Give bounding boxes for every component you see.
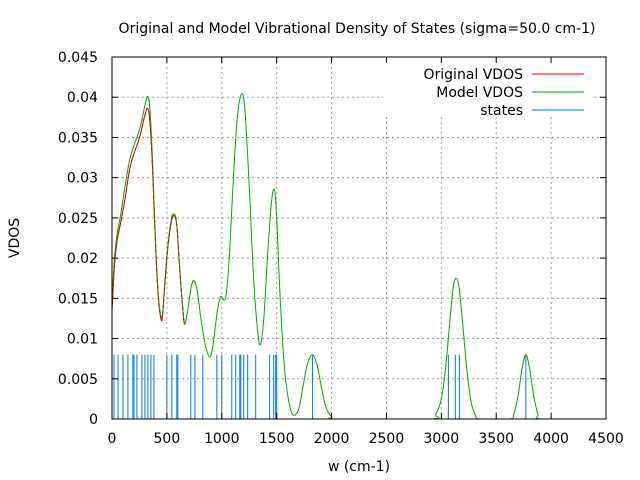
legend-label: Original VDOS [424,67,524,83]
x-tick-label: 3500 [478,431,514,447]
x-tick-label: 2500 [369,431,405,447]
axis-ticks [111,56,607,420]
y-tick-label: 0 [89,412,98,428]
y-tick-label: 0.035 [58,130,98,146]
x-tick-label: 500 [154,431,181,447]
x-axis-label: w (cm-1) [328,459,390,475]
legend-label: Model VDOS [436,85,523,101]
y-tick-label: 0.03 [67,171,98,187]
x-tick-label: 4500 [588,431,624,447]
y-tick-label: 0.015 [58,291,98,307]
x-tick-label: 3000 [424,431,460,447]
x-tick-label: 1000 [204,431,240,447]
plot-frame [111,56,607,420]
chart-title: Original and Model Vibrational Density o… [119,21,596,37]
y-tick-label: 0.045 [58,50,98,66]
y-tick-label: 0.005 [58,372,98,388]
original-vdos-overlay [111,107,186,325]
original-vdos-line [111,107,186,325]
grid [112,57,606,419]
y-tick-label: 0.01 [67,332,98,348]
y-axis-label: VDOS [7,218,23,258]
y-tick-labels: 0 0.005 0.01 0.015 0.02 0.025 0.03 0.035 0.04 0.0… [58,50,98,428]
x-tick-label: 0 [108,431,117,447]
model-vdos-line [111,93,606,420]
y-tick-label: 0.02 [67,251,98,267]
x-tick-labels: 0 500 1000 1500 2000 2500 3000 3500 4000 4500 [108,431,624,447]
x-tick-label: 1500 [259,431,295,447]
y-tick-label: 0.025 [58,211,98,227]
legend: Original VDOS Model VDOS states [424,67,584,119]
legend-label: states [480,103,523,119]
y-tick-label: 0.04 [67,90,98,106]
series-layer [111,93,606,420]
x-tick-label: 4000 [533,431,569,447]
x-tick-label: 2000 [314,431,350,447]
